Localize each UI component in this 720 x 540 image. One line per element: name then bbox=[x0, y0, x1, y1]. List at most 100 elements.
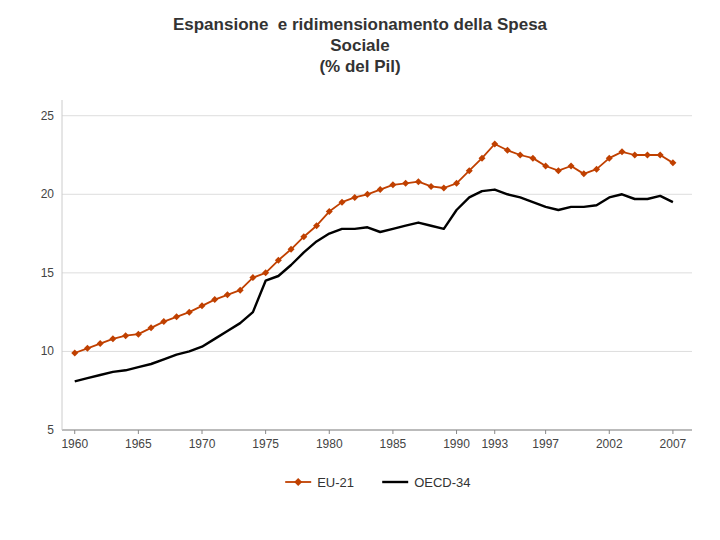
point bbox=[593, 166, 600, 173]
title-line: Sociale bbox=[330, 36, 390, 55]
point bbox=[186, 309, 193, 316]
point bbox=[517, 152, 524, 159]
point bbox=[529, 155, 536, 162]
point bbox=[440, 185, 447, 192]
point bbox=[415, 178, 422, 185]
point bbox=[504, 147, 511, 154]
y-axis-line bbox=[62, 100, 63, 430]
point bbox=[173, 313, 180, 320]
point bbox=[237, 287, 244, 294]
point bbox=[326, 208, 333, 215]
point bbox=[109, 335, 116, 342]
chart-container: Espansione e ridimensionamento della Spe… bbox=[0, 0, 720, 540]
x-tick-label: 1980 bbox=[316, 437, 343, 451]
point bbox=[364, 191, 371, 198]
point bbox=[580, 170, 587, 177]
x-tick-label: 1990 bbox=[443, 437, 470, 451]
point bbox=[428, 183, 435, 190]
point bbox=[71, 350, 78, 357]
x-tick-label: 1993 bbox=[481, 437, 508, 451]
legend: EU-21 OECD-34 bbox=[285, 475, 470, 490]
x-tick-label: 1965 bbox=[125, 437, 152, 451]
point bbox=[97, 340, 104, 347]
point bbox=[377, 186, 384, 193]
point bbox=[657, 152, 664, 159]
y-tick-label: 5 bbox=[47, 423, 54, 437]
point bbox=[249, 274, 256, 281]
y-tick-label: 15 bbox=[41, 266, 55, 280]
x-axis-line bbox=[62, 430, 692, 431]
point bbox=[300, 233, 307, 240]
point bbox=[389, 181, 396, 188]
point bbox=[669, 159, 676, 166]
chart: Espansione e ridimensionamento della Spe… bbox=[0, 0, 720, 540]
plot-area bbox=[71, 141, 676, 382]
point bbox=[262, 269, 269, 276]
point bbox=[619, 148, 626, 155]
legend-item: EU-21 bbox=[285, 475, 354, 490]
x-tick bbox=[672, 430, 673, 434]
x-tick bbox=[202, 430, 203, 434]
point bbox=[479, 155, 486, 162]
title-line: Espansione e ridimensionamento della Spe… bbox=[173, 15, 548, 34]
legend-swatch bbox=[382, 481, 408, 483]
title-line: (% del Pil) bbox=[319, 57, 400, 76]
point bbox=[211, 296, 218, 303]
point bbox=[160, 318, 167, 325]
x-tick-label: 2007 bbox=[660, 437, 687, 451]
x-tick bbox=[545, 430, 546, 434]
x-tick-label: 1985 bbox=[380, 437, 407, 451]
axes: 5 10 15 20 25 1960 1965 1970 1975 1980 1985 1990 199… bbox=[41, 100, 692, 451]
point bbox=[453, 180, 460, 187]
grid-line bbox=[62, 272, 692, 273]
point bbox=[466, 167, 473, 174]
point bbox=[275, 257, 282, 264]
point bbox=[224, 291, 231, 298]
point bbox=[606, 155, 613, 162]
series bbox=[75, 190, 673, 382]
point bbox=[644, 152, 651, 159]
point bbox=[135, 331, 142, 338]
x-tick bbox=[494, 430, 495, 434]
grid-line bbox=[62, 351, 692, 352]
x-tick bbox=[138, 430, 139, 434]
legend-label: OECD-34 bbox=[414, 475, 470, 490]
point bbox=[351, 194, 358, 201]
x-tick bbox=[456, 430, 457, 434]
point bbox=[122, 332, 129, 339]
point bbox=[84, 345, 91, 352]
grid-line bbox=[62, 115, 692, 116]
grid-line bbox=[62, 194, 692, 195]
x-tick bbox=[329, 430, 330, 434]
series bbox=[71, 141, 676, 357]
point bbox=[491, 141, 498, 148]
point bbox=[288, 246, 295, 253]
series-line bbox=[75, 144, 673, 353]
grid-line bbox=[62, 430, 692, 431]
title: Espansione e ridimensionamento della Spe… bbox=[173, 15, 548, 76]
legend-item: OECD-34 bbox=[382, 475, 470, 490]
x-tick-label: 2002 bbox=[596, 437, 623, 451]
legend-label: EU-21 bbox=[317, 475, 354, 490]
point bbox=[568, 163, 575, 170]
grid bbox=[62, 116, 692, 430]
point bbox=[555, 167, 562, 174]
x-tick-label: 1970 bbox=[189, 437, 216, 451]
point bbox=[542, 163, 549, 170]
x-tick bbox=[265, 430, 266, 434]
y-tick-label: 25 bbox=[41, 109, 55, 123]
x-tick bbox=[74, 430, 75, 434]
x-tick bbox=[392, 430, 393, 434]
point bbox=[199, 302, 206, 309]
point bbox=[402, 180, 409, 187]
y-tick-label: 20 bbox=[41, 187, 55, 201]
series-line bbox=[75, 190, 673, 382]
legend-marker bbox=[294, 478, 302, 486]
y-tick-label: 10 bbox=[41, 344, 55, 358]
x-tick-label: 1960 bbox=[61, 437, 88, 451]
x-tick-label: 1975 bbox=[252, 437, 279, 451]
point bbox=[148, 324, 155, 331]
x-tick-label: 1997 bbox=[532, 437, 559, 451]
point bbox=[339, 199, 346, 206]
point bbox=[313, 222, 320, 229]
